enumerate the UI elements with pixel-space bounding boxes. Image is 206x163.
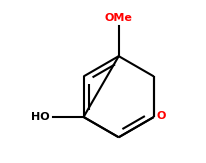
Text: O: O (156, 111, 165, 121)
Text: HO: HO (31, 112, 50, 122)
Text: OMe: OMe (104, 13, 132, 23)
